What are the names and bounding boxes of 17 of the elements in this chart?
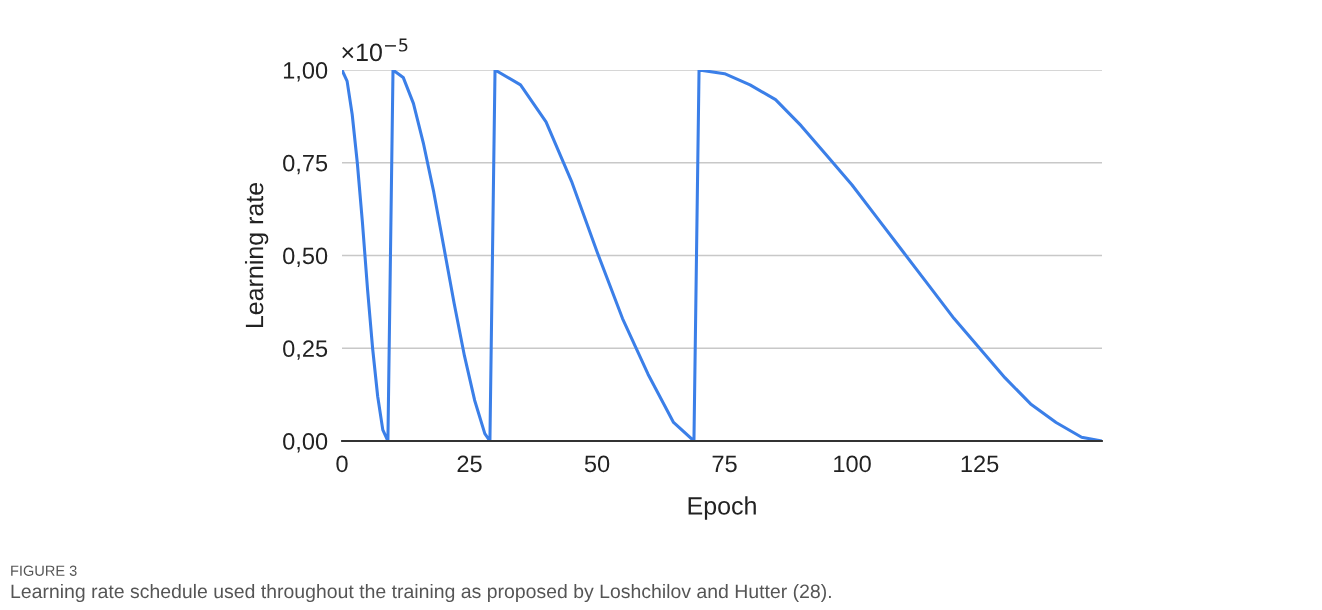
y-tick-label: 0,00 [283,433,328,453]
y-tick-label: 0,25 [283,340,328,360]
y-tick-label: 1,00 [283,62,328,82]
x-tick-label: 75 [712,455,737,473]
line-series [342,70,1102,441]
x-axis-title: Epoch [688,496,756,520]
y-tick-label: 0,75 [283,154,328,175]
x-tick-label: 0 [336,455,348,473]
caption: FIGURE 3 [11,565,77,576]
y-tick-label: 0,50 [283,247,328,268]
x-tick-label: 100 [834,455,871,473]
x-tick-label: 125 [961,455,999,473]
x-tick-label: 50 [584,455,610,473]
y-axis-title: Learning rate [244,182,269,328]
text: ×10$^{−5}$ [342,38,408,62]
text: Learning rate schedule used throughout the training as proposed by Loshchilov and Hutter (28). [11,583,831,603]
x-tick-label: 25 [457,455,482,473]
